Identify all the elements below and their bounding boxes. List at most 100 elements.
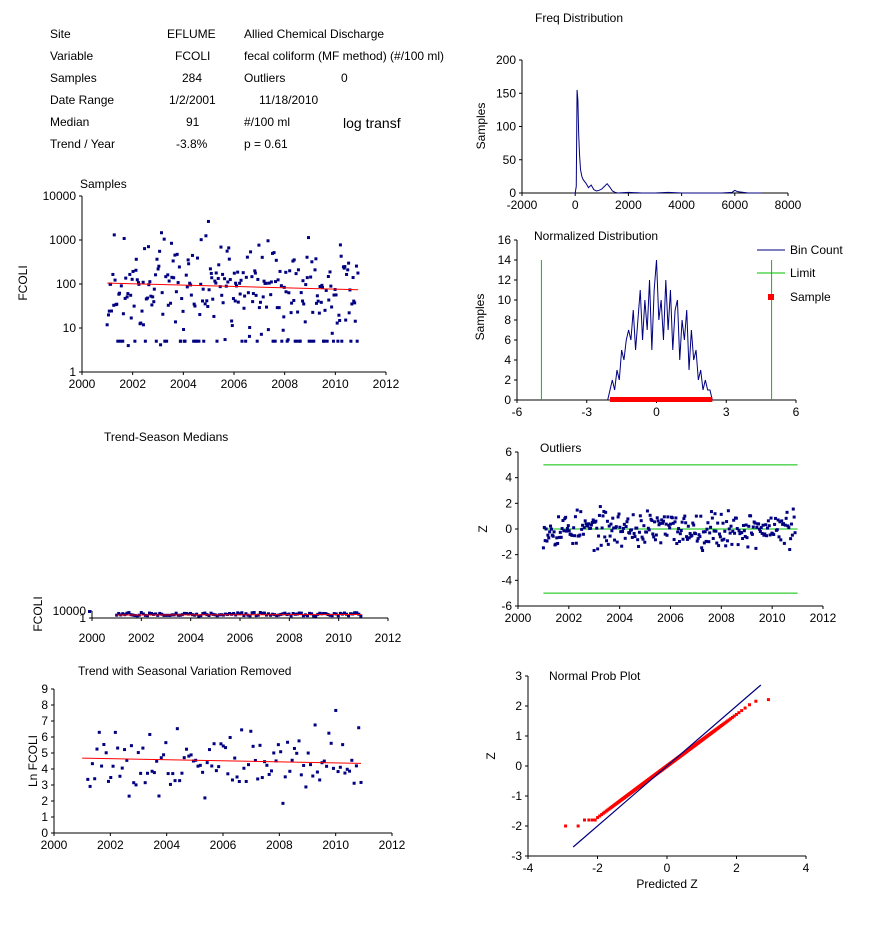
sample-point: [226, 280, 230, 284]
sample-point: [107, 309, 111, 313]
z-point: [677, 527, 681, 531]
y-tick-label: 4: [41, 762, 48, 776]
z-point: [605, 539, 609, 543]
sample-point: [296, 268, 300, 272]
deseasonalized-point: [173, 779, 177, 783]
z-point: [735, 527, 739, 531]
sample-point: [274, 280, 278, 284]
z-point: [556, 541, 560, 545]
deseasonalized-point: [187, 754, 191, 758]
site-code: EFLUME: [167, 27, 216, 41]
prob-point: [727, 718, 731, 722]
median-point: [145, 614, 149, 618]
y-tick-label: 16: [498, 233, 512, 247]
sample-point: [344, 318, 348, 322]
sample-point: [113, 278, 117, 282]
sample-point: [121, 339, 125, 343]
z-point: [696, 537, 700, 541]
z-point: [682, 517, 686, 521]
z-point: [662, 515, 666, 519]
sample-point: [223, 277, 227, 281]
y-tick-label: 2: [504, 373, 511, 387]
sample-point: [345, 272, 349, 276]
y-tick-label: 8: [504, 313, 511, 327]
z-point: [765, 526, 769, 530]
sample-point: [133, 339, 137, 343]
sample-point: [188, 281, 192, 285]
sample-point: [169, 241, 173, 245]
sample-point: [134, 268, 138, 272]
z-point: [602, 509, 606, 513]
z-point: [589, 526, 593, 530]
sample-point: [218, 285, 222, 289]
sample-point: [320, 283, 324, 287]
sample-point: [288, 269, 292, 273]
sample-point: [189, 293, 193, 297]
deseasonalized-point: [88, 784, 92, 788]
prob-point: [596, 816, 600, 820]
z-point: [653, 520, 657, 524]
median-point: [351, 612, 355, 616]
x-tick-label: 0: [664, 861, 671, 875]
y-tick-label: 100: [56, 277, 76, 291]
sample-point: [201, 299, 205, 303]
median-point: [301, 614, 305, 618]
deseasonalized-point: [171, 772, 175, 776]
median-point: [359, 614, 363, 618]
y-tick-label: 0: [509, 186, 516, 200]
median-point: [312, 614, 316, 618]
sample-point: [227, 246, 231, 250]
sample-point: [313, 268, 317, 272]
sample-point: [270, 251, 274, 255]
sample-point: [146, 245, 150, 249]
median-point: [174, 611, 178, 615]
sample-point: [292, 258, 296, 262]
z-point: [711, 536, 715, 540]
z-point: [582, 526, 586, 530]
sample-point: [203, 302, 207, 306]
z-point: [745, 536, 749, 540]
deseasonalized-point: [116, 746, 120, 750]
x-tick-label: 2012: [375, 631, 402, 645]
x-tick-label: 2008: [276, 631, 303, 645]
z-point: [760, 531, 764, 535]
z-point: [653, 538, 657, 542]
z-point: [778, 520, 782, 524]
y-tick-label: 200: [496, 53, 516, 67]
z-point: [766, 519, 770, 523]
sample-point: [290, 301, 294, 305]
z-point: [615, 540, 619, 544]
z-point: [758, 530, 762, 534]
deseasonalized-point: [207, 748, 211, 752]
median-point: [228, 611, 232, 615]
z-point: [787, 526, 791, 530]
sample-point: [233, 299, 237, 303]
sample-point: [266, 239, 270, 243]
sample-point: [220, 293, 224, 297]
z-point: [683, 514, 687, 518]
sample-point: [213, 279, 217, 283]
z-point: [764, 523, 768, 527]
trend-line: [116, 614, 361, 616]
sample-point: [175, 252, 179, 256]
z-point: [680, 520, 684, 524]
sample-point: [161, 312, 165, 316]
sample-point: [324, 288, 328, 292]
y-tick-label: 10: [63, 321, 77, 335]
variable-code: FCOLI: [175, 49, 211, 63]
sample-point: [230, 324, 234, 328]
sample-point: [356, 271, 360, 275]
z-point: [560, 527, 564, 531]
sample-point: [257, 306, 261, 310]
sample-point: [183, 339, 187, 343]
sample-point: [180, 297, 184, 301]
z-point: [605, 519, 609, 523]
bin-count-line: [607, 259, 713, 401]
sample-point: [171, 259, 175, 263]
sample-point: [350, 302, 354, 306]
prob-point: [732, 714, 736, 718]
deseasonalized-point: [134, 783, 138, 787]
sample-point: [266, 328, 270, 332]
y-axis-label: FCOLI: [31, 596, 45, 631]
site-label: Site: [50, 27, 71, 41]
